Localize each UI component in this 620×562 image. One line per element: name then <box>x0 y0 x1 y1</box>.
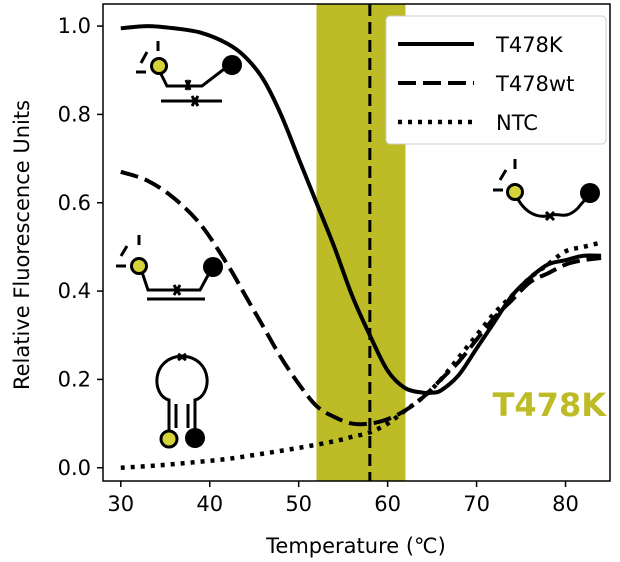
x-tick-label: 40 <box>196 492 223 516</box>
duplex-probe-icon <box>136 41 242 107</box>
mismatch-duplex-probe-icon <box>116 235 223 301</box>
x-tick-label: 60 <box>374 492 401 516</box>
legend-label-ntc: NTC <box>496 111 538 135</box>
series-line-t478wt <box>120 169 602 427</box>
y-axis-title: Relative Fluorescence Units <box>10 100 34 390</box>
y-tick-label: 0.2 <box>58 367 91 391</box>
legend-box <box>385 15 607 145</box>
y-tick-label: 1.0 <box>58 14 91 38</box>
annotation-label: T478K <box>493 386 608 424</box>
y-tick-label: 0.8 <box>58 102 91 126</box>
x-tick-label: 70 <box>463 492 490 516</box>
series-line-t478k <box>120 24 602 396</box>
y-tick-label: 0.0 <box>58 456 91 480</box>
x-tick-label: 80 <box>552 492 579 516</box>
legend-label-t478wt: T478wt <box>495 72 574 96</box>
hairpin-probe-icon <box>155 352 209 449</box>
legend: T478K T478wt NTC <box>385 15 607 145</box>
legend-label-t478k: T478K <box>495 33 564 57</box>
x-tick-label: 50 <box>285 492 312 516</box>
x-axis-title: Temperature (℃) <box>265 534 446 558</box>
single-strand-probe-icon <box>493 159 600 222</box>
x-tick-label: 30 <box>107 492 134 516</box>
plot-frame <box>102 3 611 482</box>
y-tick-label: 0.6 <box>58 191 91 215</box>
y-tick-label: 0.4 <box>58 279 91 303</box>
